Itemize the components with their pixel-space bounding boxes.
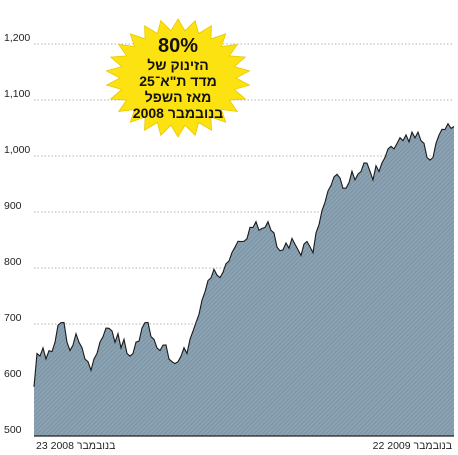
callout-line-3: מאז השפל xyxy=(145,89,212,105)
y-tick-label: 800 xyxy=(4,256,22,268)
y-tick-label: 1,000 xyxy=(4,144,30,156)
series-area-layer xyxy=(33,122,455,436)
y-tick-label: 700 xyxy=(4,312,22,324)
y-tick-label: 900 xyxy=(4,200,22,212)
callout-percent: 80% xyxy=(158,35,198,57)
y-tick-label: 500 xyxy=(4,424,22,436)
x-start-date-label: 23 בנובמבר 2008 xyxy=(36,440,115,452)
x-end-date-label: 22 בנובמבר 2009 xyxy=(373,440,452,452)
starburst-shape xyxy=(105,18,251,138)
y-tick-label: 1,200 xyxy=(4,32,30,44)
series-line xyxy=(33,122,455,387)
callout-line-1: הזינוק של xyxy=(147,57,208,73)
y-tick-label: 600 xyxy=(4,368,22,380)
series-area xyxy=(34,123,454,436)
callout-line-4: בנובמבר 2008 xyxy=(133,105,223,121)
y-tick-label: 1,100 xyxy=(4,88,30,100)
y-axis-ticks: 500 600 700 800 900 1,000 1,100 1,200 xyxy=(4,32,30,436)
callout-starburst: 80% הזינוק של מדד ת"א־25 מאז השפל בנובמב… xyxy=(105,18,251,138)
callout-line-2: מדד ת"א־25 xyxy=(139,73,217,89)
